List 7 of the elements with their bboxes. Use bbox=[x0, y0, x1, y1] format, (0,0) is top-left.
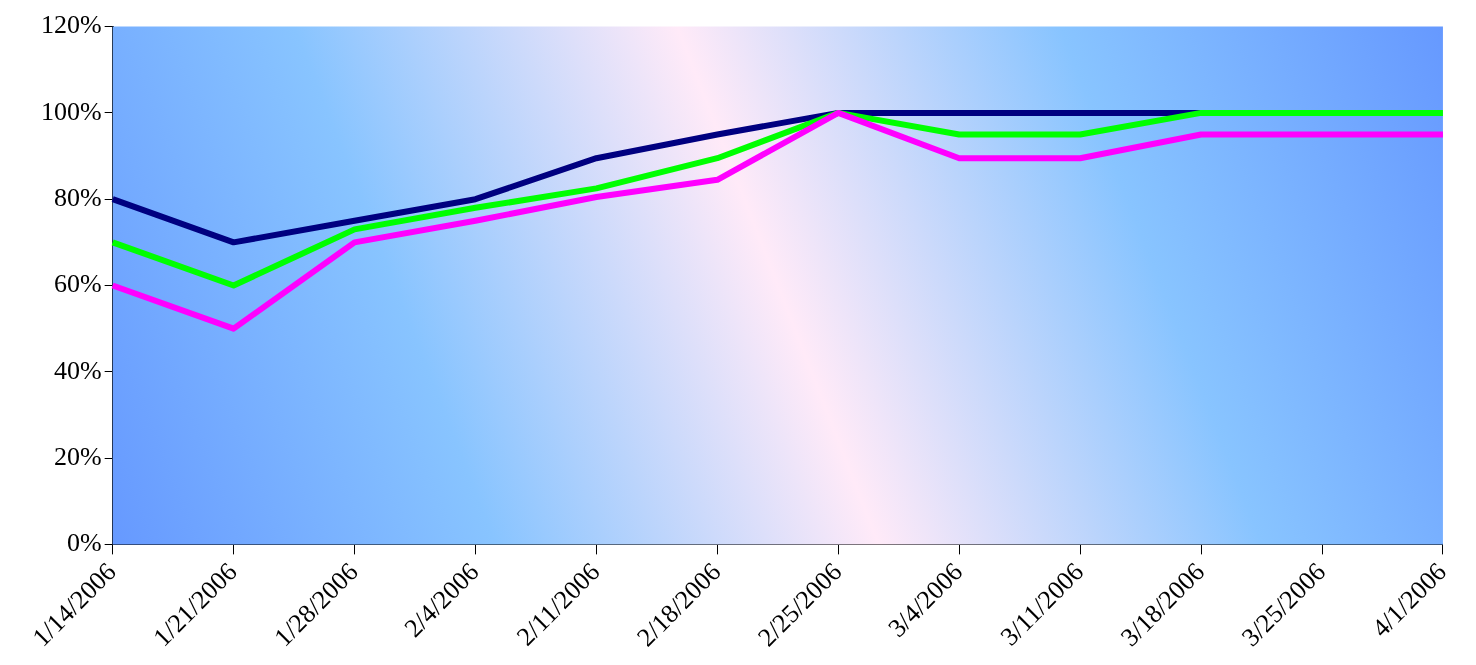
y-tick-label: 120% bbox=[40, 10, 102, 40]
y-tick-label: 80% bbox=[53, 183, 102, 213]
y-tick-label: 40% bbox=[53, 355, 102, 385]
y-tick-label: 60% bbox=[53, 269, 102, 299]
y-tick-label: 0% bbox=[66, 528, 102, 558]
y-tick-label: 20% bbox=[53, 441, 102, 471]
y-tick-label: 100% bbox=[40, 96, 102, 126]
